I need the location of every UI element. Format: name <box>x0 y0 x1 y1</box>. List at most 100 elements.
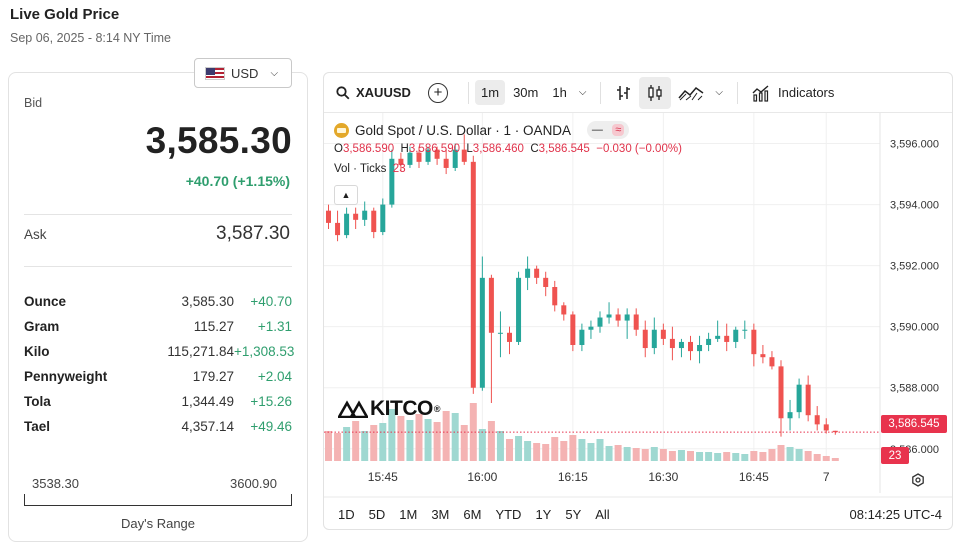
candle <box>669 338 675 349</box>
approx-icon: ≈ <box>612 124 625 136</box>
candle <box>805 384 811 416</box>
indicators-icon <box>752 84 769 102</box>
divider <box>24 214 292 215</box>
volume-bar <box>587 443 595 461</box>
candle <box>416 152 422 162</box>
volume-bar <box>768 449 776 461</box>
candle <box>651 329 657 349</box>
chart-clock: 08:14:25 UTC-4 <box>849 507 943 522</box>
legend-toggle[interactable]: — ≈ <box>587 121 630 139</box>
kitco-logo-icon <box>338 400 368 418</box>
interval-1m[interactable]: 1m <box>475 80 506 105</box>
unit-price: 115,271.84 <box>167 344 234 359</box>
interval-chevron-down-icon[interactable]: ⌵ <box>578 87 587 98</box>
logo-text: KITCO <box>370 397 433 420</box>
volume-bar <box>578 439 586 461</box>
candle <box>624 314 630 321</box>
range-1m[interactable]: 1M <box>399 506 418 522</box>
volume-bar <box>460 425 468 461</box>
unit-change: +1,308.53 <box>234 344 295 359</box>
price-chart[interactable]: 3,596.000 3,594.000 3,592.000 3,590.000 3,58… <box>324 73 953 530</box>
candle <box>389 158 395 205</box>
candle <box>525 268 531 278</box>
collapse-legend-button[interactable]: ▲ <box>334 185 358 205</box>
candle <box>697 345 703 352</box>
candle <box>543 277 549 287</box>
volume-bar <box>569 435 577 461</box>
range-1y[interactable]: 1Y <box>535 506 552 522</box>
range-6m[interactable]: 6M <box>463 506 482 522</box>
indicators-button[interactable]: Indicators <box>752 84 834 102</box>
candle <box>688 341 693 352</box>
x-tick-label: 15:45 <box>368 470 398 484</box>
volume-bar <box>813 454 821 461</box>
volume-bar <box>605 446 613 461</box>
volume-bar <box>379 423 387 461</box>
volume-bar <box>831 458 839 461</box>
candle <box>570 314 576 345</box>
unit-price-table: Ounce 3,585.30 +40.70 Gram 115.27 +1.31 … <box>24 289 295 439</box>
candles-icon <box>648 84 663 101</box>
x-tick-label: 16:15 <box>558 470 588 484</box>
volume-bar <box>406 420 414 461</box>
candle <box>769 357 775 367</box>
area-style-button[interactable] <box>671 77 711 109</box>
candle <box>470 161 476 388</box>
candle <box>371 210 377 233</box>
volume-bar <box>515 436 523 461</box>
candle <box>832 430 838 433</box>
volume-bar <box>524 441 532 461</box>
volume-bar <box>415 414 423 461</box>
area-chart-icon <box>678 86 704 100</box>
range-3m[interactable]: 3M <box>431 506 450 522</box>
volume-bar <box>596 439 604 461</box>
currency-value: USD <box>231 65 259 81</box>
x-tick-label: 16:00 <box>467 470 497 484</box>
unit-name: Gram <box>24 319 60 334</box>
volume-bar <box>732 453 740 461</box>
day-range-low: 3538.30 <box>32 476 79 491</box>
range-ytd[interactable]: YTD <box>495 506 522 522</box>
volume-bar <box>551 437 559 461</box>
volume-bar <box>334 433 342 461</box>
range-1d[interactable]: 1D <box>338 506 355 522</box>
candle <box>326 210 331 223</box>
candle <box>461 149 467 162</box>
chart-legend: Gold Spot / U.S. Dollar · 1 · OANDA — ≈ <box>334 121 630 139</box>
unit-price: 4,357.14 <box>181 419 234 434</box>
volume-bar <box>533 443 541 461</box>
candle <box>398 158 404 165</box>
interval-30m[interactable]: 30m <box>513 85 539 100</box>
symbol-search[interactable]: XAUUSD <box>324 85 428 100</box>
volume-bar <box>542 444 550 461</box>
volume-bar <box>614 445 622 461</box>
minus-icon: — <box>591 124 603 136</box>
range-5y[interactable]: 5Y <box>565 506 582 522</box>
candle <box>516 277 522 342</box>
volume-bar <box>687 451 694 461</box>
divider <box>737 81 739 104</box>
series-title: Gold Spot / U.S. Dollar · 1 · OANDA <box>355 122 572 138</box>
volume-bar <box>433 422 441 461</box>
price-card <box>8 72 308 542</box>
range-all[interactable]: All <box>595 506 610 522</box>
low-label: L <box>466 143 473 155</box>
settings-button[interactable] <box>907 469 929 491</box>
candle-style-button[interactable] <box>639 76 672 109</box>
search-icon <box>336 85 350 99</box>
close-value: 3,586.545 <box>538 143 590 155</box>
candle <box>597 317 603 327</box>
currency-select[interactable]: USD ⌵ <box>194 58 292 88</box>
y-tick-label: 3,594.000 <box>890 200 939 212</box>
us-flag-icon <box>205 66 225 80</box>
interval-1h[interactable]: 1h <box>552 85 567 100</box>
chart-type-chevron-down-icon[interactable]: ⌵ <box>715 87 724 98</box>
bar-style-button[interactable] <box>607 77 639 109</box>
range-5d[interactable]: 5D <box>368 506 386 522</box>
indicators-label: Indicators <box>778 85 835 100</box>
open-label: O <box>334 143 343 155</box>
compare-symbol-button[interactable]: + <box>428 82 448 103</box>
last-price-badge: 3,586.545 <box>881 415 947 433</box>
volume-bar <box>750 451 758 461</box>
high-label: H <box>400 143 409 155</box>
